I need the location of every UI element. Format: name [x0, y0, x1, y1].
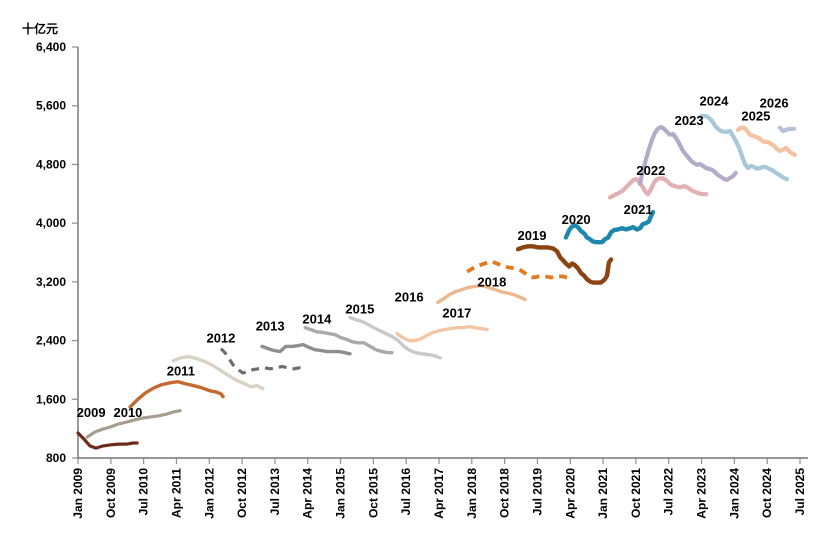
x-tick-label: Oct 2012 [235, 468, 249, 518]
series-line-2025 [735, 125, 798, 157]
year-label-2016: 2016 [395, 289, 424, 304]
y-tick-label: 1,600 [36, 392, 66, 406]
year-label-2025: 2025 [741, 109, 770, 124]
x-tick-label: Oct 2018 [498, 468, 512, 518]
year-label-2024: 2024 [699, 94, 729, 109]
y-tick-label: 2,400 [36, 334, 66, 348]
x-tick-label: Jul 2010 [137, 468, 151, 516]
year-label-2012: 2012 [206, 331, 235, 346]
x-tick-label: Jan 2024 [727, 468, 741, 519]
year-label-2017: 2017 [442, 305, 471, 320]
x-tick-label: Oct 2015 [366, 468, 380, 518]
year-label-2011: 2011 [167, 364, 195, 379]
x-tick-label: Jan 2021 [596, 468, 610, 519]
year-label-2023: 2023 [675, 113, 704, 128]
y-axis-unit-label: 十亿元 [22, 22, 59, 36]
series-line-2021 [563, 209, 656, 245]
y-tick-label: 4,000 [36, 216, 66, 230]
series-line-2019 [466, 259, 568, 280]
y-tick-label: 3,200 [36, 275, 66, 289]
x-tick-label: Jul 2019 [530, 468, 544, 516]
x-tick-label: Apr 2017 [432, 468, 446, 519]
x-tick-label: Apr 2011 [169, 468, 183, 518]
y-tick-label: 4,800 [36, 157, 66, 171]
x-tick-label: Jul 2025 [793, 468, 807, 516]
year-label-2015: 2015 [345, 301, 374, 316]
year-label-2022: 2022 [636, 163, 665, 178]
y-tick-label: 6,400 [36, 40, 66, 54]
series-line-2010 [85, 409, 182, 439]
series-line-2020 [515, 244, 614, 285]
series-line-2023 [637, 124, 738, 186]
year-label-2010: 2010 [113, 405, 142, 420]
year-label-2018: 2018 [477, 274, 506, 289]
series-line-2012 [171, 355, 265, 391]
year-label-2021: 2021 [624, 202, 653, 217]
series-line-2016 [348, 315, 442, 360]
x-tick-label: Jan 2018 [465, 468, 479, 519]
series-line-2015 [303, 326, 394, 355]
year-label-2026: 2026 [760, 96, 789, 111]
x-tick-label: Jul 2022 [662, 468, 676, 516]
year-label-2019: 2019 [518, 228, 547, 243]
x-tick-label: Apr 2014 [301, 468, 315, 519]
series-line-2017 [395, 324, 489, 343]
y-tick-label: 5,600 [36, 99, 66, 113]
year-label-2013: 2013 [256, 319, 285, 334]
year-label-2009: 2009 [77, 405, 106, 420]
year-label-2020: 2020 [562, 212, 591, 227]
series-line-2024 [697, 113, 790, 182]
series-line-2009 [76, 431, 139, 450]
x-tick-label: Oct 2009 [104, 468, 118, 518]
x-tick-label: Jan 2015 [334, 468, 348, 519]
x-tick-label: Apr 2020 [563, 468, 577, 519]
series-line-2022 [607, 176, 709, 200]
series-line-2026 [777, 125, 797, 134]
x-tick-label: Oct 2021 [629, 468, 643, 518]
series-line-2018 [436, 283, 527, 305]
x-tick-label: Jan 2012 [202, 468, 216, 519]
x-tick-label: Jan 2009 [71, 468, 85, 519]
x-tick-label: Oct 2024 [760, 468, 774, 518]
series-line-2013 [219, 347, 306, 375]
year-label-2014: 2014 [302, 312, 332, 327]
series-line-2011 [128, 380, 225, 409]
y-tick-label: 800 [46, 451, 66, 465]
x-tick-label: Apr 2023 [695, 468, 709, 519]
x-tick-label: Jul 2013 [268, 468, 282, 516]
x-tick-label: Jul 2016 [399, 468, 413, 516]
series-line-2014 [260, 342, 352, 356]
